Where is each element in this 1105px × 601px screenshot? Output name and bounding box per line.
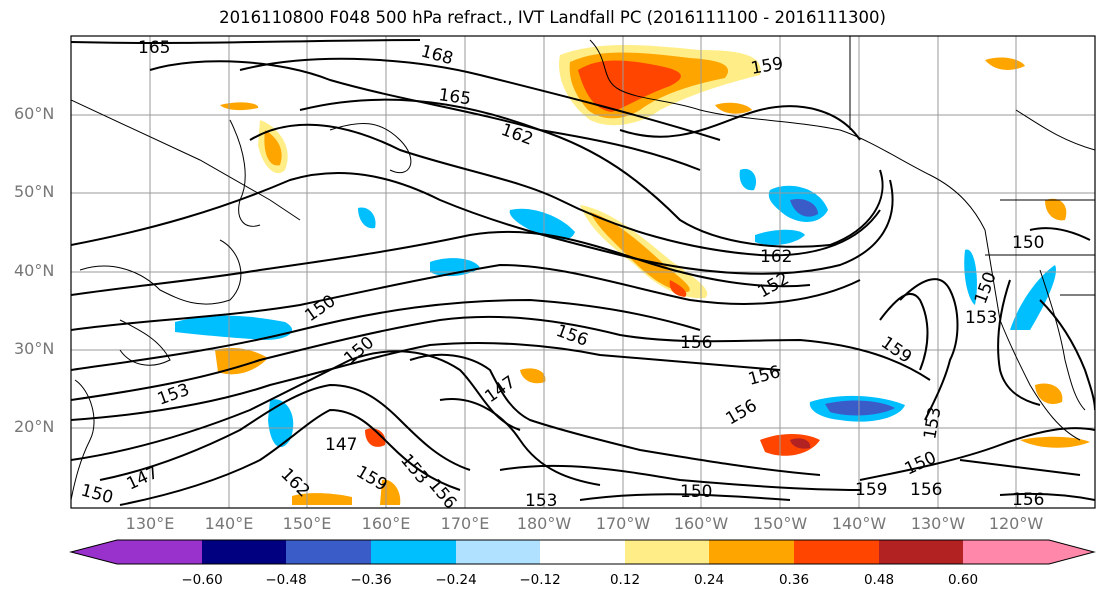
contour-label: 156 (680, 333, 712, 353)
contour-label: 156 (910, 480, 942, 500)
lat-label-60n: 60°N (14, 104, 55, 123)
colorbar-segment (117, 540, 203, 564)
contours (71, 39, 1095, 506)
contour-label: 159 (855, 480, 887, 500)
colorbar-tick-label: 0.12 (609, 572, 641, 588)
lon-label: 160°E (361, 514, 411, 533)
lon-label: 130°E (125, 514, 175, 533)
colorbar-segment (286, 540, 372, 564)
colorbar-segment (963, 540, 1050, 564)
colorbar-segment (879, 540, 964, 564)
colorbar-tick-label: 0.48 (863, 572, 895, 588)
map-title: 2016110800 F048 500 hPa refract., IVT La… (219, 8, 886, 27)
colorbar-tick-label: 0.36 (778, 572, 810, 588)
colorbar-segment (625, 540, 710, 564)
contour-label: 150 (680, 482, 712, 502)
lon-label: 180°W (516, 514, 572, 533)
colorbar-segment (456, 540, 541, 564)
contour-label: 165 (138, 38, 170, 58)
lon-label: 170°W (595, 514, 651, 533)
colorbar-tick-label: 0.60 (947, 572, 979, 588)
contour-label: 153 (965, 308, 997, 328)
lat-label-50n: 50°N (14, 182, 55, 201)
lon-label: 140°E (204, 514, 254, 533)
lon-label: 140°W (831, 514, 887, 533)
contour-label: 165 (437, 85, 472, 109)
contour-label: 162 (760, 247, 792, 267)
colorbar-tick-label: −0.60 (181, 572, 223, 588)
colorbar-tick-label: −0.24 (435, 572, 477, 588)
lon-label: 150°E (282, 514, 332, 533)
colorbar-segment (371, 540, 457, 564)
contour-label: 156 (1012, 490, 1044, 510)
contour-label: 147 (325, 435, 357, 455)
colorbar-tick-label: −0.48 (265, 572, 307, 588)
lon-label: 170°E (440, 514, 490, 533)
contour-label: 153 (525, 491, 557, 511)
colorbar-tick-label: −0.12 (519, 572, 561, 588)
plot-frame (70, 35, 1096, 509)
colorbar (69, 539, 1096, 565)
colorbar-segment (794, 540, 880, 564)
colorbar-extend-min (71, 540, 117, 564)
lat-label-20n: 20°N (14, 417, 55, 436)
colorbar-segment (540, 540, 626, 564)
colorbar-segment (202, 540, 287, 564)
coastlines (71, 36, 1095, 501)
lon-label: 130°W (910, 514, 966, 533)
lat-label-40n: 40°N (14, 261, 55, 280)
lat-label-30n: 30°N (14, 339, 55, 358)
colorbar-outline (69, 539, 1096, 565)
colorbar-tick-label: 0.24 (693, 572, 725, 588)
lon-label: 150°W (752, 514, 808, 533)
colorbar-extend-max (1049, 540, 1094, 564)
lon-label: 120°W (988, 514, 1044, 533)
colorbar-tick-label: −0.36 (350, 572, 392, 588)
colorbar-segment (709, 540, 795, 564)
lon-label: 160°W (673, 514, 729, 533)
contour-label: 150 (1012, 233, 1044, 253)
